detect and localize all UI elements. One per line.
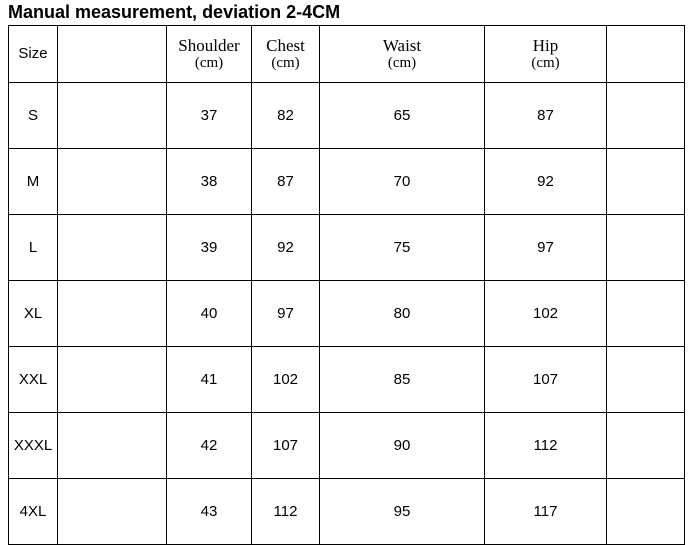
col-header-chest-label: Chest (266, 36, 305, 55)
cell-ch: 97 (252, 281, 320, 347)
table-row: XL 409780102 (9, 281, 685, 347)
table-row: L 39927597 (9, 215, 685, 281)
size-chart-body: S37826587M38877092L39927597XL409780102XX… (9, 83, 685, 545)
cell-sh: 38 (167, 149, 252, 215)
cell-blank2 (607, 149, 685, 215)
col-header-size-label: Size (18, 45, 47, 62)
cell-wa: 80 (320, 281, 485, 347)
cell-size: XL (9, 281, 58, 347)
cell-size: 4XL (9, 479, 58, 545)
cell-ch: 102 (252, 347, 320, 413)
cell-blank2 (607, 413, 685, 479)
cell-blank1 (58, 413, 167, 479)
col-header-waist: Waist (cm) (320, 26, 485, 83)
cell-blank2 (607, 215, 685, 281)
cell-sh: 41 (167, 347, 252, 413)
cell-blank2 (607, 83, 685, 149)
cell-hip: 92 (485, 149, 607, 215)
cell-ch: 112 (252, 479, 320, 545)
page-title: Manual measurement, deviation 2-4CM (8, 2, 692, 23)
cell-ch: 82 (252, 83, 320, 149)
col-header-hip: Hip (cm) (485, 26, 607, 83)
cell-hip: 87 (485, 83, 607, 149)
table-row: XXL 4110285107 (9, 347, 685, 413)
cell-hip: 117 (485, 479, 607, 545)
cell-blank2 (607, 281, 685, 347)
cell-hip: 97 (485, 215, 607, 281)
cell-wa: 70 (320, 149, 485, 215)
cell-blank1 (58, 149, 167, 215)
col-header-size: Size (9, 26, 58, 83)
col-header-chest-unit: (cm) (253, 56, 318, 72)
cell-size: L (9, 215, 58, 281)
col-header-blank2 (607, 26, 685, 83)
cell-wa: 75 (320, 215, 485, 281)
col-header-shoulder-unit: (cm) (168, 56, 250, 72)
size-chart-table: Size Shoulder (cm) Chest (cm) Waist (cm)… (8, 25, 685, 545)
cell-wa: 85 (320, 347, 485, 413)
cell-sh: 40 (167, 281, 252, 347)
cell-sh: 37 (167, 83, 252, 149)
table-row: S 37826587 (9, 83, 685, 149)
table-row: 4XL 4311295117 (9, 479, 685, 545)
cell-size: XXXL (9, 413, 58, 479)
cell-ch: 107 (252, 413, 320, 479)
table-row: M 38877092 (9, 149, 685, 215)
col-header-waist-unit: (cm) (321, 56, 483, 72)
cell-wa: 65 (320, 83, 485, 149)
cell-blank1 (58, 479, 167, 545)
cell-sh: 42 (167, 413, 252, 479)
col-header-shoulder-label: Shoulder (178, 36, 239, 55)
cell-size: XXL (9, 347, 58, 413)
header-row: Size Shoulder (cm) Chest (cm) Waist (cm)… (9, 26, 685, 83)
cell-hip: 107 (485, 347, 607, 413)
cell-blank1 (58, 347, 167, 413)
cell-blank2 (607, 347, 685, 413)
cell-blank1 (58, 281, 167, 347)
col-header-shoulder: Shoulder (cm) (167, 26, 252, 83)
cell-sh: 39 (167, 215, 252, 281)
cell-wa: 90 (320, 413, 485, 479)
cell-blank1 (58, 83, 167, 149)
col-header-blank1 (58, 26, 167, 83)
cell-ch: 92 (252, 215, 320, 281)
col-header-chest: Chest (cm) (252, 26, 320, 83)
cell-size: S (9, 83, 58, 149)
cell-blank1 (58, 215, 167, 281)
cell-wa: 95 (320, 479, 485, 545)
cell-blank2 (607, 479, 685, 545)
cell-size: M (9, 149, 58, 215)
cell-hip: 102 (485, 281, 607, 347)
table-row: XXXL 4210790112 (9, 413, 685, 479)
col-header-hip-label: Hip (533, 36, 559, 55)
cell-ch: 87 (252, 149, 320, 215)
cell-hip: 112 (485, 413, 607, 479)
cell-sh: 43 (167, 479, 252, 545)
col-header-waist-label: Waist (383, 36, 421, 55)
col-header-hip-unit: (cm) (486, 56, 605, 72)
